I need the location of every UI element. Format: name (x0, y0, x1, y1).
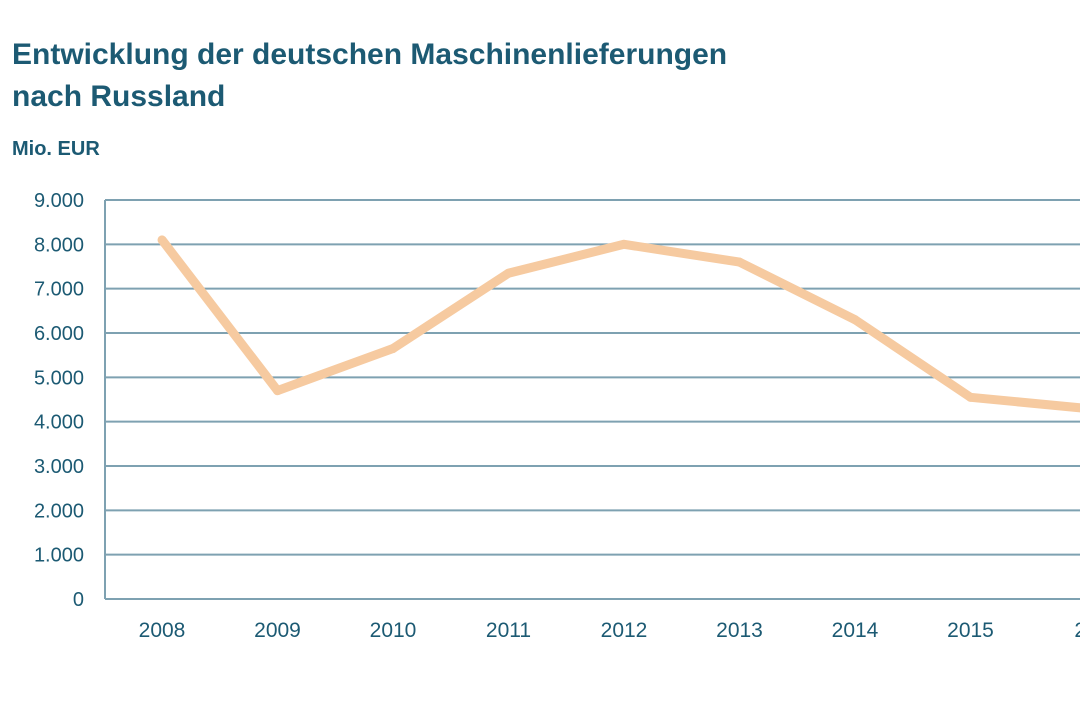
data-point (504, 268, 513, 278)
y-tick-label: 8.000 (34, 234, 84, 256)
axes (104, 200, 1080, 600)
y-tick-labels: 0 1.000 2.000 3.000 4.000 5.000 6.000 7.000 8.00… (34, 190, 84, 611)
data-point (388, 344, 398, 354)
y-tick-label: 7.000 (34, 279, 84, 301)
data-point (619, 239, 629, 249)
x-tick-label: 2013 (716, 619, 763, 642)
chart-title-line-2: nach Russland (12, 80, 226, 113)
data-point (735, 257, 744, 267)
x-tick-label: 2012 (601, 619, 648, 642)
y-axis-unit-label: Mio. EUR (12, 138, 100, 160)
x-tick-label: 2014 (832, 619, 879, 642)
chart-title: Entwicklung der deutschen Maschinenliefe… (12, 34, 1012, 118)
y-tick-label: 3.000 (34, 456, 84, 478)
y-tick-label: 5.000 (34, 367, 84, 389)
series-layer (157, 235, 1080, 413)
data-point (850, 315, 860, 325)
x-tick-label: 2011 (486, 619, 531, 642)
x-tick-label: 2009 (254, 619, 301, 642)
chart-title-line-1: Entwicklung der deutschen Maschinenliefe… (12, 38, 728, 71)
series-line (158, 237, 1080, 413)
y-tick-label: 2.000 (34, 500, 84, 522)
data-point (157, 235, 167, 245)
data-point (273, 386, 282, 396)
y-tick-label: 0 (73, 589, 84, 611)
x-tick-label: 2015 (947, 619, 994, 642)
data-point (966, 392, 975, 402)
x-tick-label: 2010 (370, 619, 417, 642)
x-tick-label: 2008 (139, 619, 186, 642)
x-tick-labels: 2008 2009 2010 2011 2012 2013 2014 2015 20 (139, 619, 1080, 642)
y-tick-label: 1.000 (34, 545, 84, 567)
gridlines (105, 199, 1080, 556)
y-tick-label: 4.000 (34, 412, 84, 434)
y-tick-label: 9.000 (34, 190, 84, 212)
x-tick-label: 20 (1074, 619, 1080, 642)
y-tick-label: 6.000 (34, 323, 84, 345)
